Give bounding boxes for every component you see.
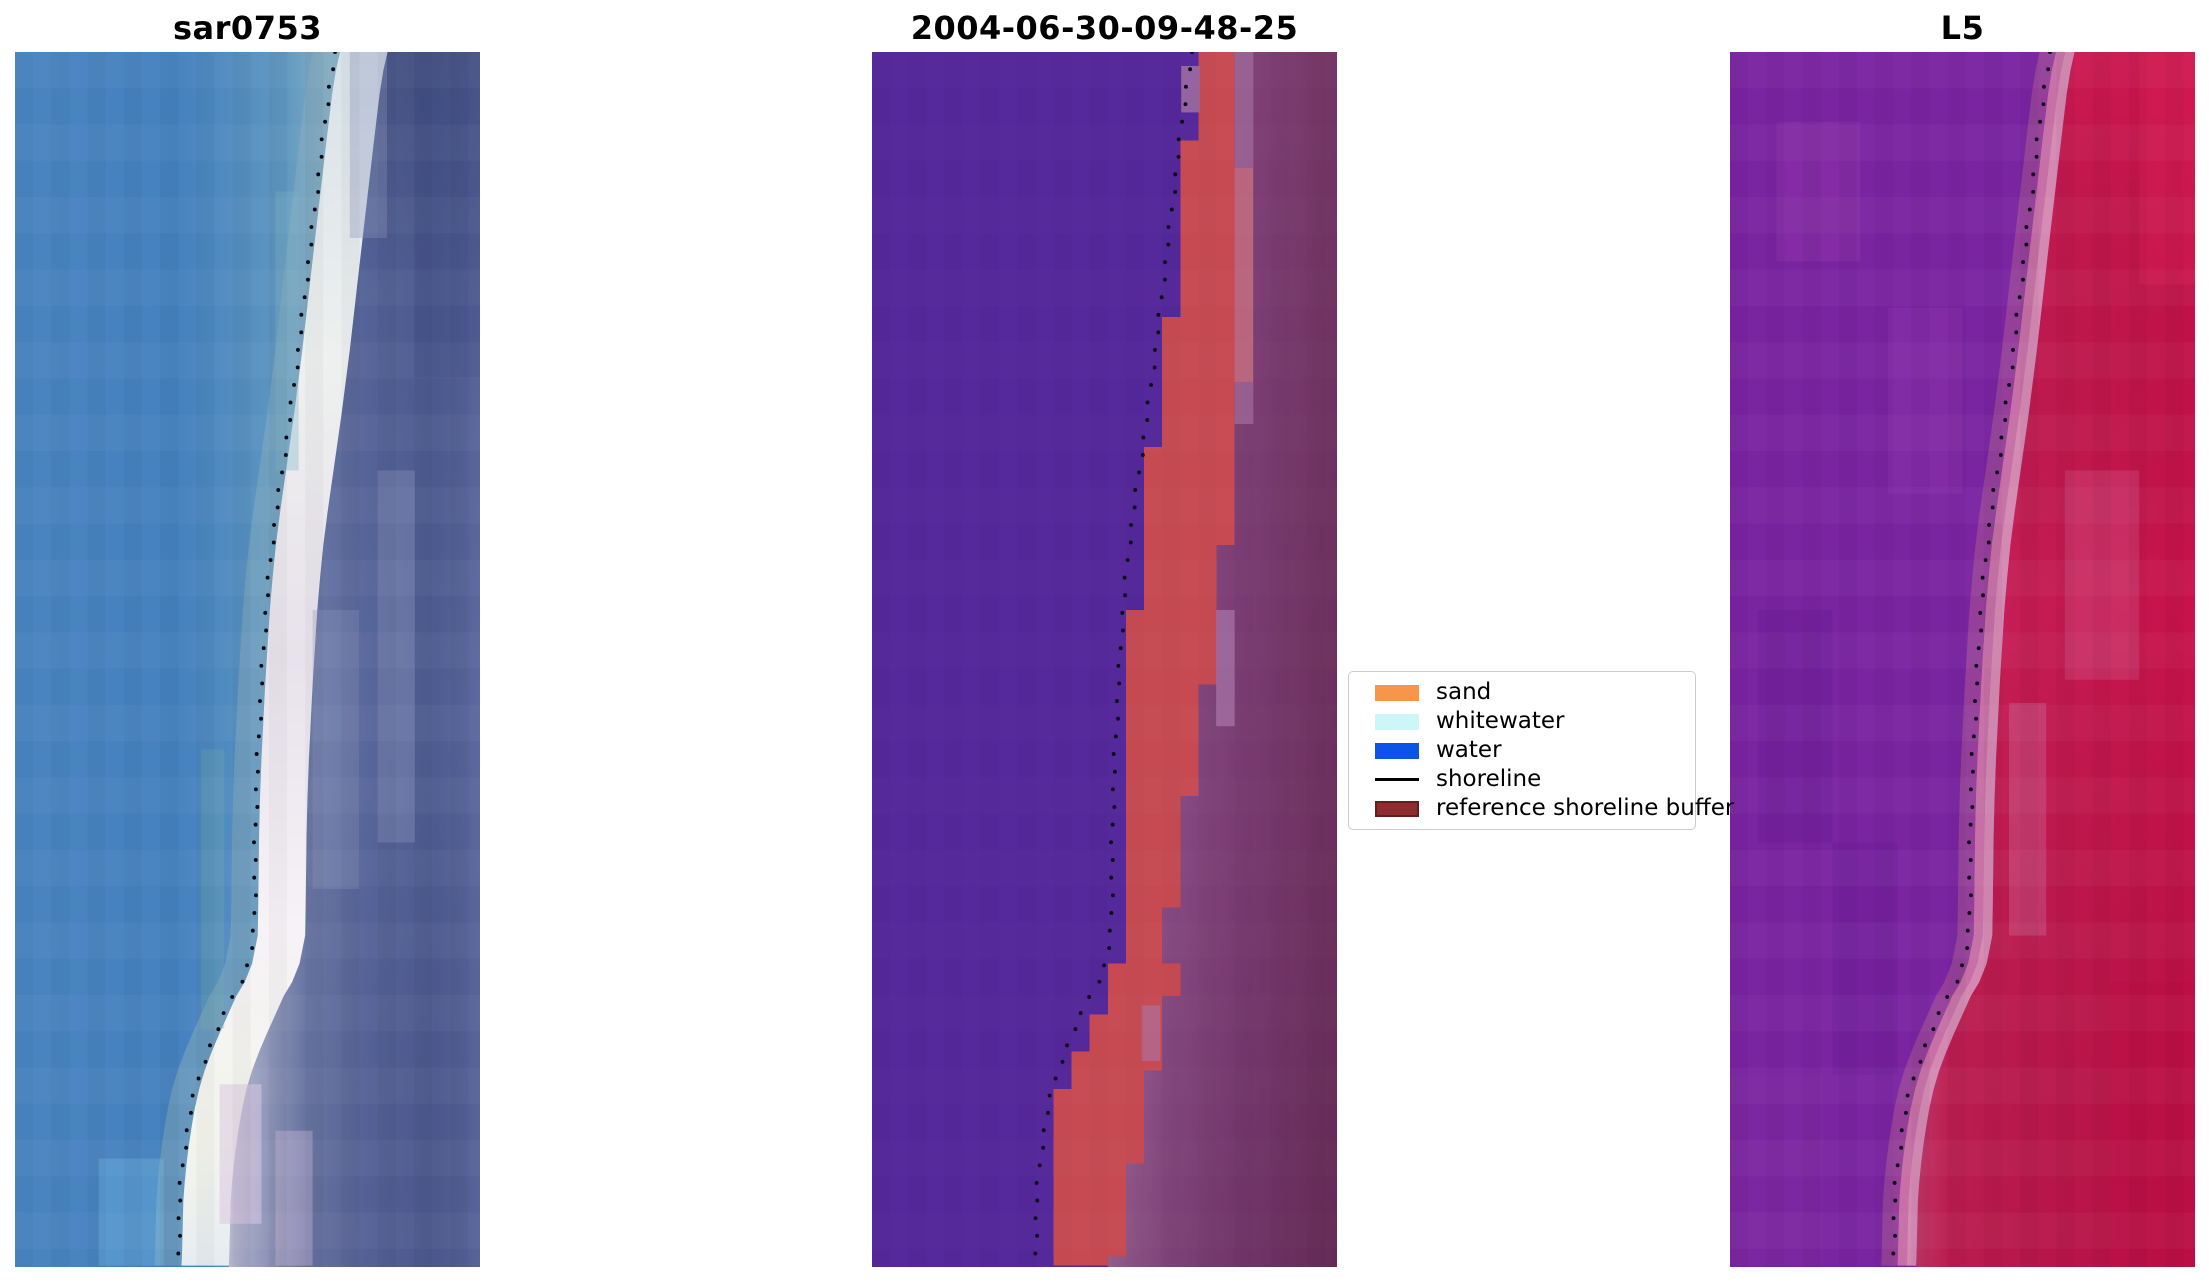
- legend-label: shoreline: [1436, 766, 1542, 792]
- legend-item-reference-shoreline-buffer: reference shoreline buffer: [1375, 797, 1734, 820]
- legend-item-sand: sand: [1375, 681, 1685, 704]
- legend-item-whitewater: whitewater: [1375, 710, 1685, 733]
- legend-color-swatch: [1375, 713, 1419, 730]
- panel-classified-scene: 2004-06-30-09-48-25: [872, 0, 1337, 1267]
- legend-label: reference shoreline buffer: [1436, 795, 1735, 821]
- l5-image: [1730, 52, 2195, 1267]
- legend-label: whitewater: [1436, 708, 1565, 734]
- legend-color-swatch: [1375, 684, 1419, 701]
- shoreline-dotted-line: [1033, 52, 1194, 1256]
- legend-color-swatch: [1375, 800, 1419, 817]
- legend-item-shoreline: shoreline: [1375, 768, 1685, 791]
- legend-label: sand: [1436, 679, 1492, 705]
- shoreline-dotted-line: [176, 52, 337, 1256]
- panel-title-classified: 2004-06-30-09-48-25: [910, 9, 1299, 47]
- panel-sar0753: sar0753: [15, 0, 480, 1267]
- classified-image: [872, 52, 1337, 1267]
- sar-image: [15, 52, 480, 1267]
- panel-title-l5: L5: [1940, 9, 1985, 47]
- legend-color-swatch: [1375, 742, 1419, 759]
- legend-line-swatch: [1375, 778, 1419, 781]
- legend-label: water: [1436, 737, 1502, 763]
- panel-title-sar0753: sar0753: [173, 9, 322, 47]
- panel-l5: L5: [1730, 0, 2195, 1267]
- legend: sand whitewater water shoreline reference sh…: [1348, 671, 1734, 830]
- shoreline-dotted-line: [1891, 52, 2052, 1256]
- legend-item-water: water: [1375, 739, 1685, 762]
